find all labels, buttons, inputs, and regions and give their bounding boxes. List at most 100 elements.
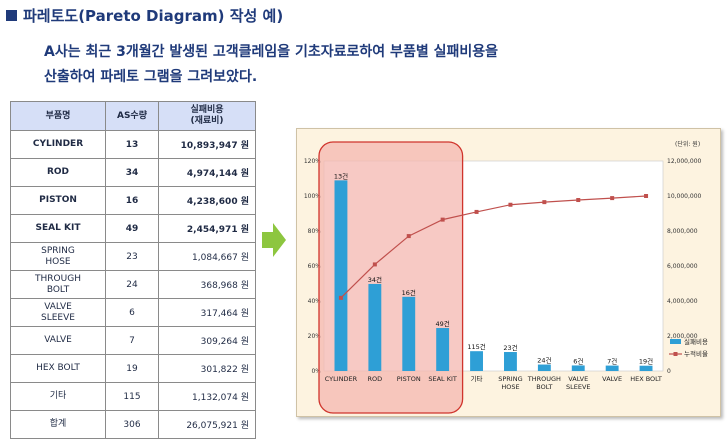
right-axis-tick: 10,000,000 — [667, 193, 702, 200]
bar — [571, 365, 585, 371]
part-name-cell: VALVE — [10, 326, 106, 355]
table-row: PISTON 16 4,238,600 원 — [10, 186, 256, 215]
part-name-cell: VALVE SLEEVE — [10, 298, 106, 327]
cost-cell: 317,464 원 — [158, 298, 256, 327]
qty-cell: 34 — [105, 158, 159, 187]
x-axis-label: CYLINDER — [325, 375, 358, 383]
left-axis-tick: 120% — [304, 158, 321, 165]
part-name-line1: 합계 — [49, 419, 67, 429]
part-name-line2: SLEEVE — [41, 312, 75, 323]
x-axis-label: HOSE — [501, 383, 519, 391]
qty-cell: 115 — [105, 382, 159, 411]
cumulative-point — [542, 200, 547, 205]
legend-line-label: 누적비율 — [684, 349, 708, 358]
qty-cell: 6 — [105, 298, 159, 327]
part-name-cell: SEAL KIT — [10, 214, 106, 243]
x-axis-label: SEAL KIT — [428, 375, 457, 383]
cost-cell: 4,238,600 원 — [158, 186, 256, 215]
part-name-line1: CYLINDER — [32, 139, 84, 149]
right-axis-tick: 0 — [667, 368, 671, 375]
part-name-cell: HEX BOLT — [10, 354, 106, 383]
table-row: SPRING HOSE 23 1,084,667 원 — [10, 242, 256, 271]
legend-bar-swatch — [670, 339, 681, 344]
highlight-group-box — [318, 141, 464, 414]
table-row: SEAL KIT 49 2,454,971 원 — [10, 214, 256, 243]
table-row: 기타 115 1,132,074 원 — [10, 382, 256, 411]
cost-cell: 309,264 원 — [158, 326, 256, 355]
col-header-part: 부품명 — [10, 101, 106, 131]
part-name-line1: SPRING — [41, 245, 75, 256]
bar-label: 7건 — [607, 357, 617, 366]
intro-text: A사는 최근 3개월간 발생된 고객클레임을 기초자료로하여 부품별 실패비용을… — [44, 40, 498, 90]
left-axis-tick: 80% — [308, 228, 322, 235]
x-axis-label: HEX BOLT — [630, 375, 662, 383]
cumulative-point — [576, 198, 581, 203]
table-row: CYLINDER 13 10,893,947 원 — [10, 130, 256, 159]
right-axis-tick: 12,000,000 — [667, 158, 702, 165]
bar-label: 13건 — [334, 171, 348, 180]
part-name-line1: VALVE — [44, 301, 72, 312]
bar-label: 24건 — [537, 356, 551, 365]
cumulative-point — [406, 234, 411, 239]
left-axis-tick: 40% — [308, 298, 322, 305]
bar — [639, 365, 653, 371]
x-axis-label: PISTON — [397, 375, 421, 383]
left-axis-tick: 0% — [311, 368, 321, 375]
x-axis-label: SLEEVE — [566, 383, 591, 391]
x-axis-label: 기타 — [471, 374, 483, 383]
legend-bar-label: 실패비용 — [684, 337, 708, 346]
table-row: VALVE 7 309,264 원 — [10, 326, 256, 355]
part-name-line1: SEAL KIT — [35, 223, 81, 233]
qty-cell: 7 — [105, 326, 159, 355]
cost-cell: 2,454,971 원 — [158, 214, 256, 243]
cost-cell: 301,822 원 — [158, 354, 256, 383]
x-axis-label: VALVE — [602, 375, 622, 383]
page-title-row: 파레토도(Pareto Diagram) 작성 예) — [6, 4, 283, 26]
part-name-line1: PISTON — [39, 195, 77, 205]
cumulative-point — [644, 194, 649, 198]
cumulative-line — [340, 195, 647, 299]
bar-label: 6건 — [573, 356, 583, 365]
pareto-chart: (단위: 원) 0% 0 20% 2,000,000 40% 4,000,000 60% 6,0… — [296, 128, 721, 417]
qty-cell: 49 — [105, 214, 159, 243]
x-axis-label: ROD — [368, 375, 383, 383]
qty-cell: 19 — [105, 354, 159, 383]
bar — [402, 296, 416, 371]
right-axis-tick: 8,000,000 — [667, 228, 698, 235]
table-row: THROUGH BOLT 24 368,968 원 — [10, 270, 256, 299]
bar — [537, 364, 551, 371]
pareto-chart-svg: (단위: 원) 0% 0 20% 2,000,000 40% 4,000,000 60% 6,0… — [304, 140, 708, 414]
intro-line-2: 산출하여 파레토 그램을 그려보았다. — [44, 69, 258, 85]
part-name-line1: VALVE — [44, 335, 72, 345]
part-name-line2: HOSE — [45, 256, 71, 267]
right-arrow-icon — [262, 223, 286, 257]
left-axis-tick: 20% — [308, 333, 322, 340]
left-axis-tick: 60% — [308, 263, 322, 270]
cumulative-point — [610, 196, 615, 201]
qty-cell: 16 — [105, 186, 159, 215]
x-axis-label: THROUGH — [527, 375, 561, 383]
page-title: 파레토도(Pareto Diagram) 작성 예) — [23, 6, 284, 25]
part-name-cell: SPRING HOSE — [10, 242, 106, 271]
col-header-cost-line1: 실패비용 — [190, 105, 224, 115]
table-row: HEX BOLT 19 301,822 원 — [10, 354, 256, 383]
cost-cell: 10,893,947 원 — [158, 130, 256, 159]
part-name-line2: BOLT — [46, 284, 70, 295]
part-name-cell: 합계 — [10, 410, 106, 439]
table-row: VALVE SLEEVE 6 317,464 원 — [10, 298, 256, 327]
col-header-cost: 실패비용 (재료비) — [158, 101, 256, 131]
right-axis-tick: 6,000,000 — [667, 263, 698, 270]
intro-line-1: A사는 최근 3개월간 발생된 고객클레임을 기초자료로하여 부품별 실패비용을 — [44, 44, 498, 60]
bar — [334, 180, 348, 371]
qty-cell: 13 — [105, 130, 159, 159]
table-header-row: 부품명 AS수량 실패비용 (재료비) — [10, 101, 256, 131]
cumulative-point — [338, 295, 343, 300]
qty-cell: 24 — [105, 270, 159, 299]
col-header-cost-line2: (재료비) — [190, 116, 224, 126]
table-row: ROD 34 4,974,144 원 — [10, 158, 256, 187]
bar-label: 19건 — [639, 357, 653, 366]
bar — [504, 352, 517, 371]
qty-cell: 306 — [105, 410, 159, 439]
part-name-cell: THROUGH BOLT — [10, 270, 106, 299]
bar — [368, 283, 382, 371]
